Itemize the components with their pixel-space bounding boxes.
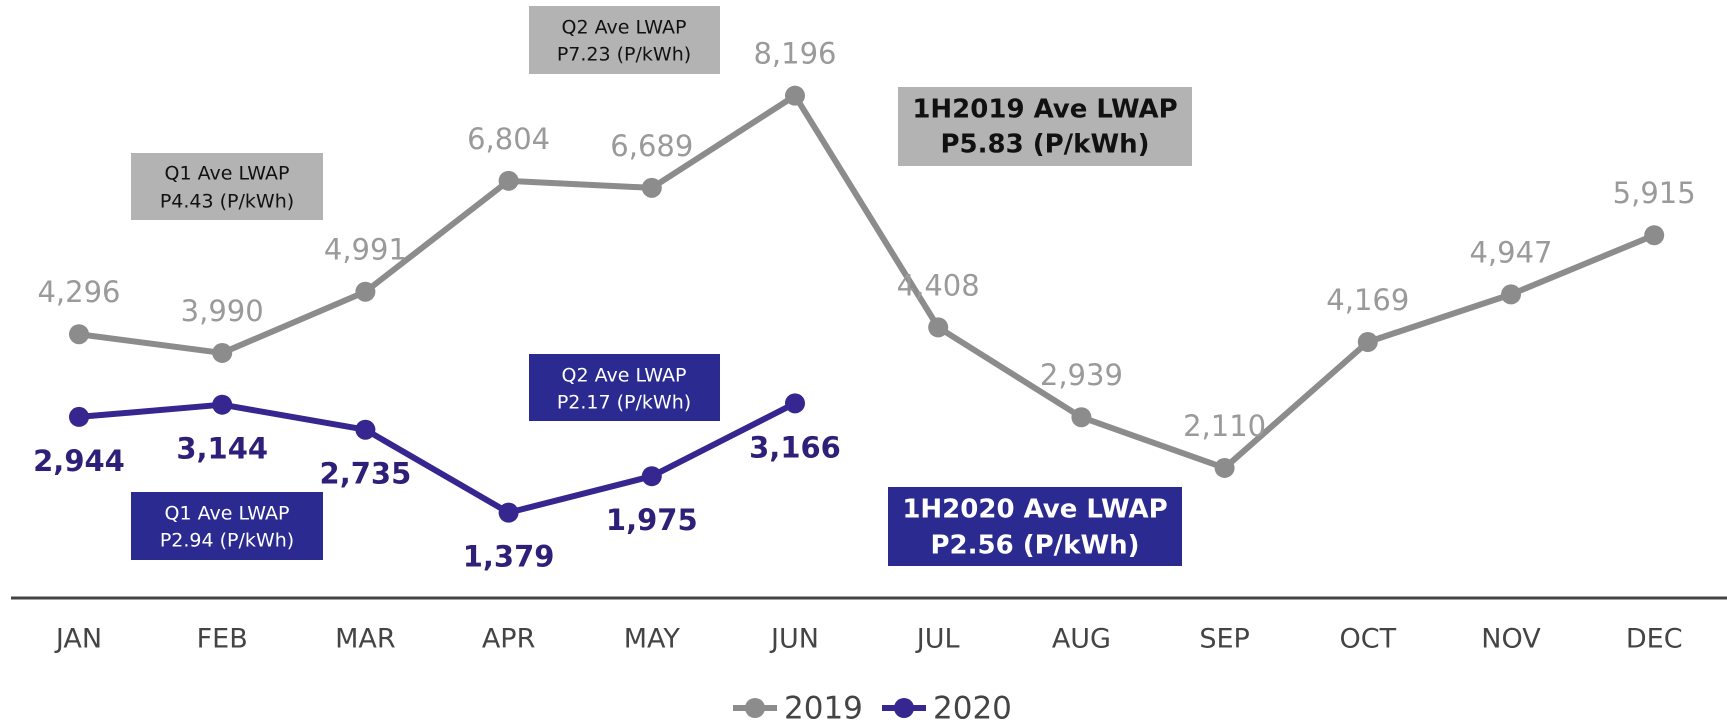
x-tick-label: JUN [769,624,819,655]
x-tick-label: JUL [915,624,960,655]
data-label: 4,296 [37,275,120,309]
annotation: Q2 Ave LWAP P2.17 (P/kWh) [529,354,720,421]
series-line [78,92,1656,471]
annotation-box [529,354,720,421]
annotation: Q1 Ave LWAP P4.43 (P/kWh) [131,153,323,220]
annotation: 1H2020 Ave LWAP P2.56 (P/kWh) [888,487,1182,566]
annotation-text: 1H2020 Ave LWAP [902,495,1167,525]
data-label: 8,196 [753,37,836,71]
x-tick-label: SEP [1199,624,1249,655]
data-label: 2,944 [33,444,125,478]
annotation: 1H2019 Ave LWAP P5.83 (P/kWh) [898,87,1192,166]
x-tick-label: DEC [1626,624,1683,655]
annotation-text: Q2 Ave LWAP [562,365,687,387]
annotation-text: P2.56 (P/kWh) [930,531,1139,561]
data-point [1214,457,1235,478]
data-point [1644,225,1665,246]
annotation: Q1 Ave LWAP P2.94 (P/kWh) [131,492,323,560]
data-label: 6,689 [610,129,693,163]
annotation-box [529,6,720,74]
legend-label: 2019 [784,691,863,725]
data-point [69,406,89,427]
series-line [78,400,797,516]
data-point [355,281,376,302]
data-label: 3,166 [749,430,841,464]
data-point [928,317,949,338]
data-label: 4,169 [1326,283,1409,317]
x-tick-label: MAY [624,624,681,655]
data-label: 5,915 [1613,176,1696,210]
data-point [69,324,89,345]
x-tick-label: MAR [335,624,396,655]
data-label: 2,110 [1183,409,1266,443]
x-tick-label: AUG [1052,624,1111,655]
data-label: 2,939 [1040,358,1123,392]
data-point [1071,407,1092,428]
data-point [641,466,662,487]
data-point [1357,331,1378,352]
annotation-text: P5.83 (P/kWh) [940,130,1149,160]
data-point [212,342,233,363]
legend-marker [894,698,914,718]
annotation-box [131,492,323,560]
annotation: Q2 Ave LWAP P7.23 (P/kWh) [529,6,720,74]
data-point [1501,284,1521,305]
data-label: 3,990 [181,294,264,328]
annotation-text: 1H2019 Ave LWAP [912,95,1177,125]
data-point [785,393,805,414]
data-label: 2,735 [320,457,412,491]
data-point [641,177,662,198]
data-label: 1,379 [463,540,555,574]
data-label: 4,408 [897,268,980,302]
data-point [498,170,519,191]
x-tick-label: JAN [54,624,102,655]
annotation-text: Q1 Ave LWAP [165,163,290,185]
annotation-box [888,487,1182,566]
legend-label: 2020 [933,691,1012,725]
annotation-box [898,87,1192,166]
x-tick-label: FEB [197,624,248,655]
annotation-box [131,153,323,220]
annotation-text: Q1 Ave LWAP [165,503,290,525]
data-point [212,394,233,415]
x-tick-label: APR [482,624,536,655]
data-point [785,85,805,106]
x-tick-label: OCT [1339,624,1396,655]
annotation-text: P7.23 (P/kWh) [557,44,691,66]
legend-marker [745,698,765,718]
data-label: 4,991 [324,233,407,267]
annotation-text: Q2 Ave LWAP [562,17,687,39]
data-label: 1,975 [606,503,698,537]
data-label: 6,804 [467,122,550,156]
annotation-text: P2.17 (P/kWh) [557,392,691,414]
data-label: 4,947 [1469,235,1552,269]
annotation-text: P4.43 (P/kWh) [160,191,294,213]
data-point [498,502,519,523]
annotation-text: P2.94 (P/kWh) [160,530,294,552]
x-tick-label: NOV [1481,624,1541,655]
data-label: 3,144 [176,432,268,466]
data-point [355,419,376,440]
